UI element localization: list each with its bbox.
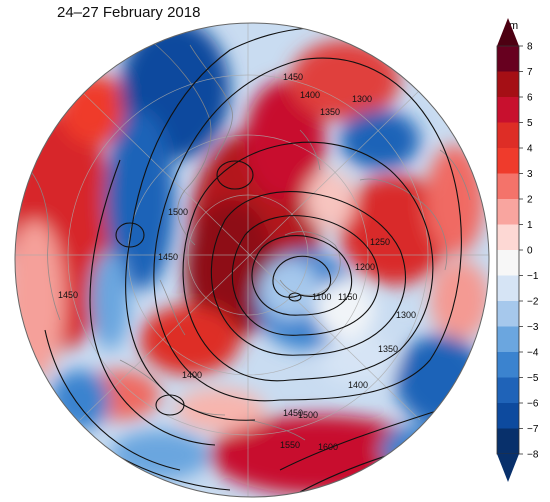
contour-label: 1450 xyxy=(283,72,303,82)
colorbar-tick-label: 1 xyxy=(527,220,533,231)
colorbar-cell xyxy=(497,403,519,429)
colorbar-cell xyxy=(497,148,519,174)
colorbar-tick-label: −8 xyxy=(527,450,539,461)
colorbar-cells xyxy=(496,45,520,455)
contour-label: 1400 xyxy=(300,90,320,100)
colorbar-ticks: 8 7 6 5 4 3 2 1 0 −1 −2 −3 −4 −5 −6 −7 −8 xyxy=(519,42,539,461)
contour-label: 1200 xyxy=(355,262,375,272)
colorbar-cell xyxy=(497,122,519,149)
colorbar-tick-label: −6 xyxy=(527,399,539,410)
colorbar-cell xyxy=(497,46,519,72)
contour-label: 1100 xyxy=(312,292,331,302)
colorbar-tick-label: 8 xyxy=(527,42,533,53)
colorbar-cell xyxy=(497,250,519,276)
contour-label: 1400 xyxy=(182,370,202,380)
colorbar-cell xyxy=(497,326,519,353)
colorbar-tick-label: 4 xyxy=(527,144,533,155)
colorbar-cell xyxy=(497,352,519,378)
colorbar-tick-label: 0 xyxy=(527,246,533,257)
contour-label: 1350 xyxy=(378,344,398,354)
colorbar-cell xyxy=(497,428,519,455)
contour-label: 1400 xyxy=(348,380,368,390)
colorbar: m 8 7 6 5 4 3 2 1 0 −1 −2 −3 −4 −5 −6 −7 −8 xyxy=(496,18,539,482)
colorbar-tick-label: −1 xyxy=(527,271,539,282)
graticule xyxy=(15,23,489,497)
contour-label: 1500 xyxy=(168,207,188,217)
contour-label: 1600 xyxy=(318,442,338,452)
colorbar-cell xyxy=(497,224,519,251)
contour-label: 1450 xyxy=(158,252,178,262)
colorbar-tick-label: −2 xyxy=(527,297,539,308)
colorbar-cell xyxy=(497,377,519,404)
contour-labels: 1450 1400 1350 1300 1500 1450 1450 1250 … xyxy=(58,72,416,452)
height-contours xyxy=(44,27,481,493)
colorbar-cell xyxy=(497,301,519,327)
contour-label: 1550 xyxy=(280,440,300,450)
contour-label: 1450 xyxy=(283,408,303,418)
contour-label: 1300 xyxy=(352,94,372,104)
colorbar-tick-label: 2 xyxy=(527,195,533,206)
contour-label: 1450 xyxy=(58,290,78,300)
colorbar-tick-label: 7 xyxy=(527,67,533,78)
colorbar-cell xyxy=(497,199,519,225)
contour-label: 1150 xyxy=(338,292,357,302)
colorbar-cell xyxy=(497,173,519,200)
colorbar-cell xyxy=(497,275,519,302)
colorbar-arrow-bottom xyxy=(497,454,519,482)
contour-label: 1300 xyxy=(396,310,416,320)
contour-label: 1250 xyxy=(370,237,390,247)
colorbar-arrow-top xyxy=(497,18,519,46)
colorbar-cell xyxy=(497,71,519,98)
colorbar-tick-label: −3 xyxy=(527,322,539,333)
colorbar-cell xyxy=(497,97,519,123)
colorbar-tick-label: −7 xyxy=(527,424,539,435)
map-title: 24–27 February 2018 xyxy=(57,4,201,21)
colorbar-tick-label: −5 xyxy=(527,373,539,384)
contour-label: 1500 xyxy=(298,410,318,420)
colorbar-unit: m xyxy=(509,20,518,32)
contour-label: 1350 xyxy=(320,107,340,117)
colorbar-tick-label: 3 xyxy=(527,169,533,180)
map-border xyxy=(14,22,490,498)
colorbar-tick-label: 6 xyxy=(527,93,533,104)
colorbar-tick-label: 5 xyxy=(527,118,533,129)
colorbar-tick-label: −4 xyxy=(527,348,539,359)
